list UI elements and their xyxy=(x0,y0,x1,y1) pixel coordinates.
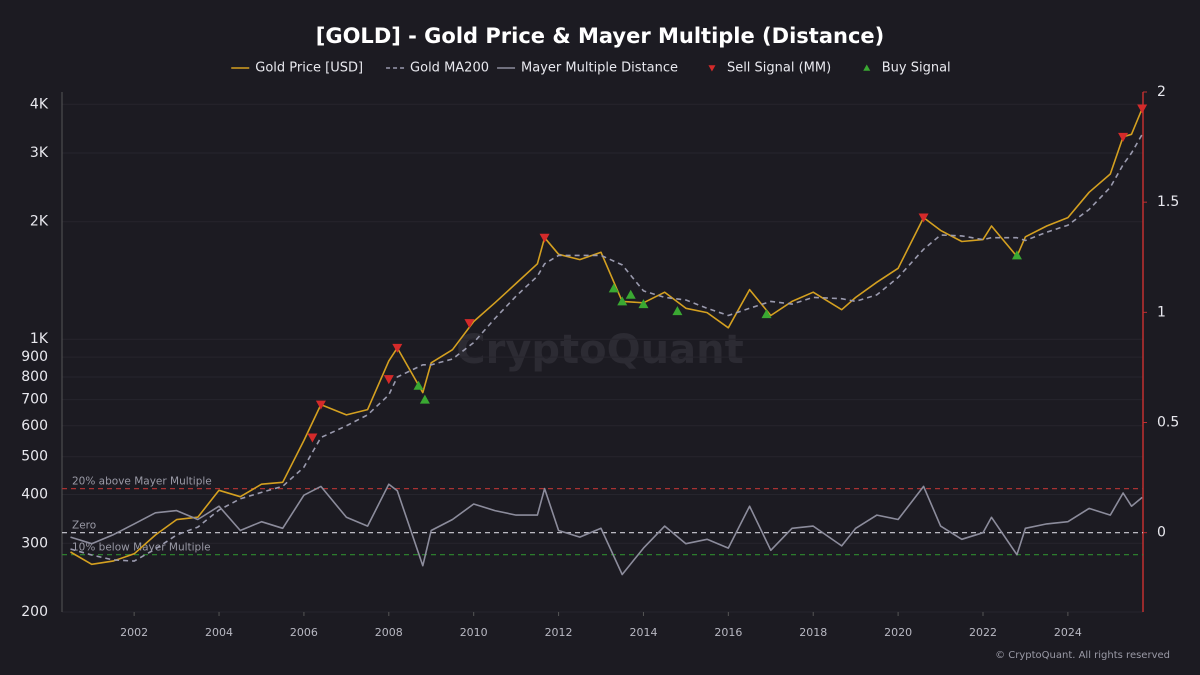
y2-tick-label: 2 xyxy=(1157,84,1166,100)
y-tick-label: 700 xyxy=(21,392,48,408)
y2-tick-label: 1.5 xyxy=(1157,194,1179,210)
x-tick-label: 2014 xyxy=(629,626,657,639)
watermark: CryptoQuant xyxy=(456,327,743,373)
x-tick-label: 2008 xyxy=(375,626,403,639)
y2-tick-label: 0 xyxy=(1157,525,1166,541)
sell-signal xyxy=(1118,132,1129,142)
buy-signal xyxy=(625,289,636,299)
y-tick-label: 800 xyxy=(21,369,48,385)
legend-label: Gold Price [USD] xyxy=(255,61,363,76)
y2-tick-label: 1 xyxy=(1157,304,1166,320)
sell-signal xyxy=(315,400,326,410)
x-tick-label: 2022 xyxy=(969,626,997,639)
legend-label: Sell Signal (MM) xyxy=(727,61,831,76)
sell-signal xyxy=(383,375,394,385)
footer: © CryptoQuant. All rights reserved xyxy=(995,650,1170,661)
sell-signal xyxy=(392,343,403,353)
x-tick-label: 2006 xyxy=(290,626,318,639)
y-tick-label: 600 xyxy=(21,418,48,434)
legend-label: Mayer Multiple Distance xyxy=(521,61,678,76)
buy-signal xyxy=(617,296,628,306)
legend-marker xyxy=(863,64,871,71)
sell-signal xyxy=(1137,104,1148,114)
y-tick-label: 300 xyxy=(21,535,48,551)
x-tick-label: 2002 xyxy=(120,626,148,639)
legend-marker xyxy=(708,65,716,72)
y-tick-label: 200 xyxy=(21,604,48,620)
x-tick-label: 2004 xyxy=(205,626,233,639)
chart-title: [GOLD] - Gold Price & Mayer Multiple (Di… xyxy=(316,24,884,48)
sell-signal xyxy=(307,433,318,443)
buy-signal xyxy=(761,309,772,319)
sell-signal xyxy=(918,213,929,223)
x-tick-label: 2020 xyxy=(884,626,912,639)
y-tick-label: 900 xyxy=(21,349,48,365)
sell-signal xyxy=(464,319,475,329)
y-tick-label: 2K xyxy=(30,214,49,230)
x-tick-label: 2010 xyxy=(460,626,488,639)
buy-signal xyxy=(638,299,649,309)
series-line xyxy=(70,133,1143,562)
series-line xyxy=(70,483,1143,576)
buy-signal xyxy=(672,306,683,316)
buy-signal xyxy=(608,283,619,293)
legend-label: Buy Signal xyxy=(882,61,951,76)
y2-tick-label: 0.5 xyxy=(1157,415,1179,431)
reference-label: 20% above Mayer Multiple xyxy=(72,476,212,488)
buy-signal xyxy=(413,380,424,390)
reference-label: Zero xyxy=(72,520,96,532)
buy-signal xyxy=(419,394,430,404)
x-tick-label: 2012 xyxy=(545,626,573,639)
x-tick-label: 2018 xyxy=(799,626,827,639)
buy-signal xyxy=(1011,250,1022,260)
legend-label: Gold MA200 xyxy=(410,61,489,76)
y-tick-label: 3K xyxy=(30,145,49,161)
x-tick-label: 2016 xyxy=(714,626,742,639)
y-tick-label: 500 xyxy=(21,449,48,465)
y-tick-label: 400 xyxy=(21,487,48,503)
series-line xyxy=(70,108,1143,566)
x-tick-label: 2024 xyxy=(1054,626,1082,639)
sell-signal xyxy=(539,233,550,243)
y-tick-label: 1K xyxy=(30,331,49,347)
y-tick-label: 4K xyxy=(30,96,49,112)
